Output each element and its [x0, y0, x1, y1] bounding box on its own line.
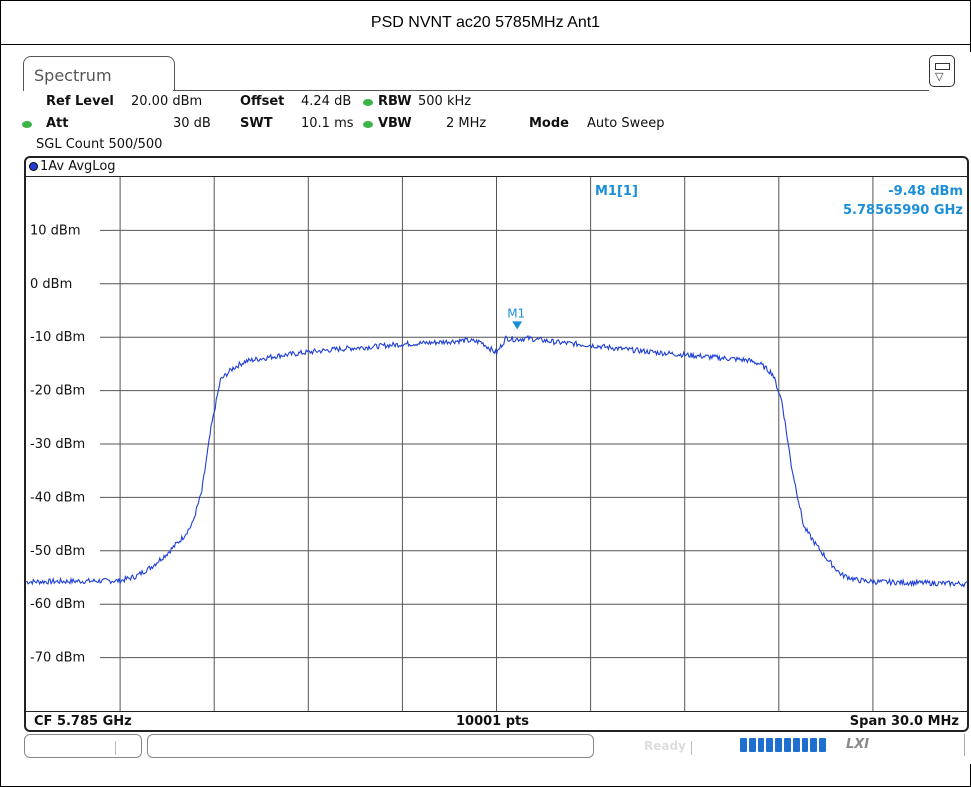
span-label: Span 30.0 MHz: [849, 714, 959, 729]
marker-triangle: [512, 321, 523, 330]
ref-level-label: Ref Level: [46, 94, 114, 109]
y-tick-label: 0 dBm: [30, 277, 72, 292]
marker-tag: M1: [507, 306, 525, 320]
swt-label: SWT: [240, 116, 273, 131]
spectrum-trace: [26, 334, 967, 588]
analyzer-screen: Spectrum ▽ Ref Level 20.00 dBm Offset 4.…: [18, 52, 971, 764]
trace-indicator-icon: [29, 162, 38, 171]
offset-value: 4.24 dB: [301, 94, 352, 109]
vbw-label: VBW: [378, 116, 412, 131]
tab-spectrum[interactable]: Spectrum: [23, 56, 175, 91]
dropdown-triangle-icon: ▽: [935, 70, 944, 83]
y-tick-label: -20 dBm: [30, 384, 85, 399]
y-tick-label: -10 dBm: [30, 330, 85, 345]
trace-label: 1Av AvgLog: [40, 159, 116, 174]
marker-level: -9.48 dBm: [888, 184, 963, 199]
y-tick-label: -30 dBm: [30, 437, 85, 452]
tab-divider: [173, 90, 929, 91]
page-title: PSD NVNT ac20 5785MHz Ant1: [1, 1, 970, 45]
mode-value: Auto Sweep: [587, 116, 665, 131]
y-tick-label: 10 dBm: [30, 223, 81, 238]
rbw-label: RBW: [378, 94, 412, 109]
ref-level-value: 20.00 dBm: [131, 94, 203, 109]
plot-grid: [100, 177, 967, 711]
att-label: Att: [46, 116, 69, 131]
spectrum-plot: 10 dBm 0 dBm -10 dBm -20 dBm -30 dBm -40 dBm -…: [26, 177, 967, 711]
y-axis-labels: 10 dBm 0 dBm -10 dBm -20 dBm -30 dBm -40 dBm -…: [30, 223, 85, 665]
offset-label: Offset: [240, 94, 285, 109]
att-value: 30 dB: [173, 116, 211, 131]
status-field-1[interactable]: [24, 734, 142, 758]
plot-footer: CF 5.785 GHz 10001 pts Span 30.0 MHz: [26, 711, 967, 731]
display-menu-button[interactable]: ▽: [929, 55, 955, 87]
rbw-coupled-led-icon: [363, 99, 373, 106]
vbw-value: 2 MHz: [446, 116, 487, 131]
status-field-2[interactable]: [147, 734, 692, 758]
center-frequency: CF 5.785 GHz: [34, 714, 132, 729]
progress-bar: [740, 738, 826, 752]
status-divider: [964, 734, 965, 756]
y-tick-label: -60 dBm: [30, 597, 85, 612]
y-tick-label: -40 dBm: [30, 490, 85, 505]
window-icon: [935, 63, 950, 70]
ready-status: Ready: [644, 739, 686, 753]
tab-label: Spectrum: [34, 66, 112, 85]
marker-frequency: 5.78565990 GHz: [843, 203, 963, 218]
sweep-points: 10001 pts: [456, 714, 530, 729]
y-tick-label: -50 dBm: [30, 544, 85, 559]
diagram-area: 1Av AvgLog 10 dBm 0 dBm -10 dBm -20 dBm -30 …: [24, 156, 969, 732]
y-tick-label: -70 dBm: [30, 651, 85, 666]
lxi-logo: LXI: [846, 737, 870, 752]
vbw-coupled-led-icon: [363, 121, 373, 128]
trace-header: 1Av AvgLog: [26, 158, 967, 177]
swt-value: 10.1 ms: [301, 116, 354, 131]
marker-name: M1[1]: [595, 184, 638, 199]
mode-label: Mode: [529, 116, 569, 131]
rbw-value: 500 kHz: [418, 94, 472, 109]
sgl-count: SGL Count 500/500: [36, 137, 163, 152]
status-bar: Ready LXI: [24, 732, 971, 760]
att-coupled-led-icon: [22, 121, 32, 128]
